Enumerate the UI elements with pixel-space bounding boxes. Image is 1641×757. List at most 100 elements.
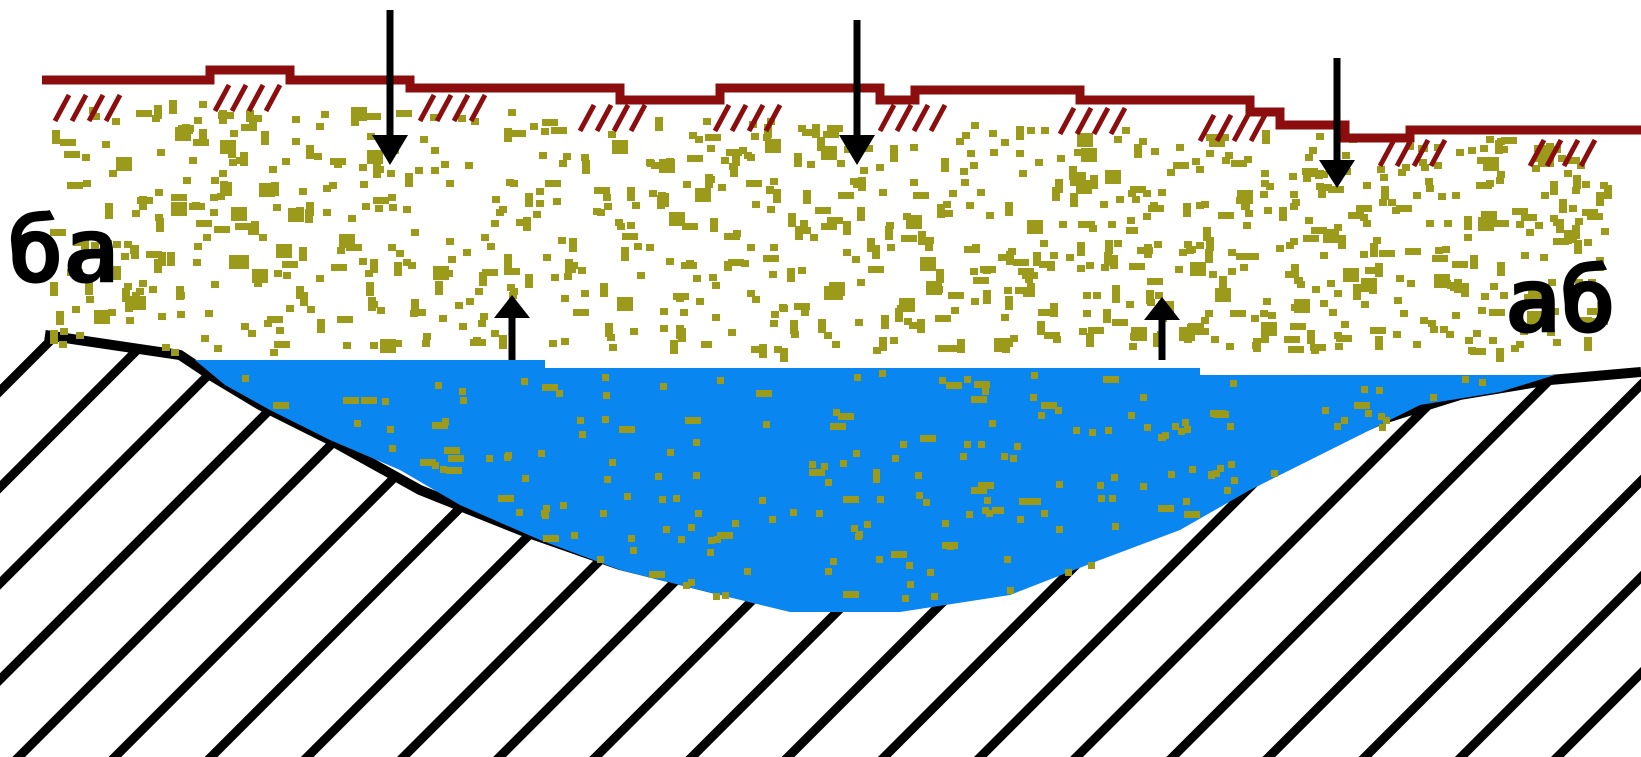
water-grain — [663, 526, 670, 533]
sand-grain — [1055, 179, 1063, 193]
sand-grain — [1190, 262, 1206, 276]
water-grain — [1162, 432, 1169, 439]
sand-grain — [323, 185, 331, 192]
sand-grain — [767, 206, 775, 213]
sand-grain — [843, 221, 851, 235]
sand-grain — [949, 190, 957, 197]
water-grain — [435, 382, 442, 389]
sand-grain — [323, 209, 331, 216]
sand-grain — [201, 335, 209, 342]
sand-grain — [259, 234, 267, 241]
sand-grain — [376, 166, 384, 173]
sand-grain — [504, 254, 512, 268]
sand-grain — [1016, 126, 1024, 140]
sand-grain — [612, 140, 628, 154]
sand-grain — [1473, 330, 1481, 337]
sand-grain — [1450, 284, 1458, 291]
sand-grain — [1035, 159, 1043, 166]
sand-grain — [491, 220, 499, 227]
sand-grain — [1521, 252, 1529, 259]
sand-grain — [1027, 220, 1043, 234]
sand-grain — [600, 283, 608, 297]
sand-grain — [763, 255, 779, 262]
sand-grain — [1483, 157, 1499, 171]
sand-grain — [248, 330, 256, 337]
sand-grain — [936, 269, 944, 283]
sand-grain — [157, 149, 165, 156]
water-grain — [717, 532, 733, 539]
water-grain — [521, 378, 528, 385]
sand-grain — [890, 148, 898, 162]
sand-grain — [131, 245, 139, 259]
sand-grain — [1535, 222, 1543, 229]
sand-grain — [1539, 149, 1555, 156]
sand-grain — [1496, 348, 1504, 362]
sand-grain — [1461, 283, 1469, 297]
sand-grain — [1327, 280, 1335, 287]
sand-grain — [1201, 201, 1209, 208]
sand-grain — [72, 306, 80, 313]
sand-grain — [1303, 175, 1311, 182]
water-grain — [1055, 407, 1062, 414]
sand-grain — [162, 344, 170, 351]
sand-grain — [158, 252, 166, 266]
sand-grain — [1069, 166, 1077, 180]
water-grain — [1089, 429, 1096, 436]
sand-grain — [1362, 281, 1370, 288]
water-grain — [843, 591, 859, 598]
water-grain — [1010, 455, 1017, 462]
sand-grain — [1226, 343, 1234, 350]
water-grain — [873, 469, 880, 476]
sand-grain — [1033, 252, 1041, 266]
sand-grain — [860, 167, 868, 174]
sand-grain — [373, 197, 389, 204]
sand-grain — [1523, 324, 1531, 331]
sand-grain — [1243, 222, 1251, 229]
sand-grain — [1569, 236, 1577, 243]
sand-grain — [367, 133, 375, 140]
water-grain — [717, 377, 724, 384]
ground-hatch-tick — [928, 103, 948, 133]
sand-grain — [910, 179, 918, 186]
water-grain — [830, 558, 837, 565]
sand-grain — [314, 153, 322, 160]
sand-grain — [858, 177, 866, 191]
sand-grain — [176, 286, 184, 300]
sand-grain — [422, 340, 430, 347]
sand-grain — [1290, 323, 1306, 330]
sand-grain — [709, 274, 717, 281]
sand-grain — [307, 306, 315, 313]
sand-grain — [957, 339, 965, 353]
water-grain — [602, 374, 609, 381]
sand-grain — [597, 209, 605, 216]
sand-grain — [446, 238, 454, 245]
sand-grain — [703, 118, 711, 125]
water-grain — [833, 409, 840, 416]
water-grain — [1031, 372, 1038, 379]
sand-grain — [220, 140, 236, 154]
water-grain — [1041, 402, 1057, 409]
sand-grain — [581, 290, 589, 297]
sand-grain — [155, 189, 163, 196]
water-grain — [649, 571, 665, 578]
water-grain — [900, 441, 907, 448]
sand-grain — [1468, 347, 1476, 354]
water-grain — [966, 511, 973, 518]
sand-grain — [1050, 303, 1058, 317]
water-grain — [790, 509, 797, 516]
sand-grain — [1230, 310, 1246, 317]
sand-grain — [1276, 245, 1284, 252]
water-grain — [960, 453, 967, 460]
sand-grain — [126, 317, 134, 324]
sand-grain — [1201, 317, 1209, 324]
sand-grain — [910, 144, 918, 151]
sand-grain — [1464, 234, 1472, 241]
sand-grain — [1167, 169, 1175, 176]
sand-grain — [76, 332, 84, 339]
sand-grain — [970, 162, 978, 169]
sand-grain — [316, 275, 324, 282]
sand-grain — [403, 206, 411, 213]
water-grain — [354, 420, 361, 427]
sand-grain — [1112, 296, 1120, 303]
